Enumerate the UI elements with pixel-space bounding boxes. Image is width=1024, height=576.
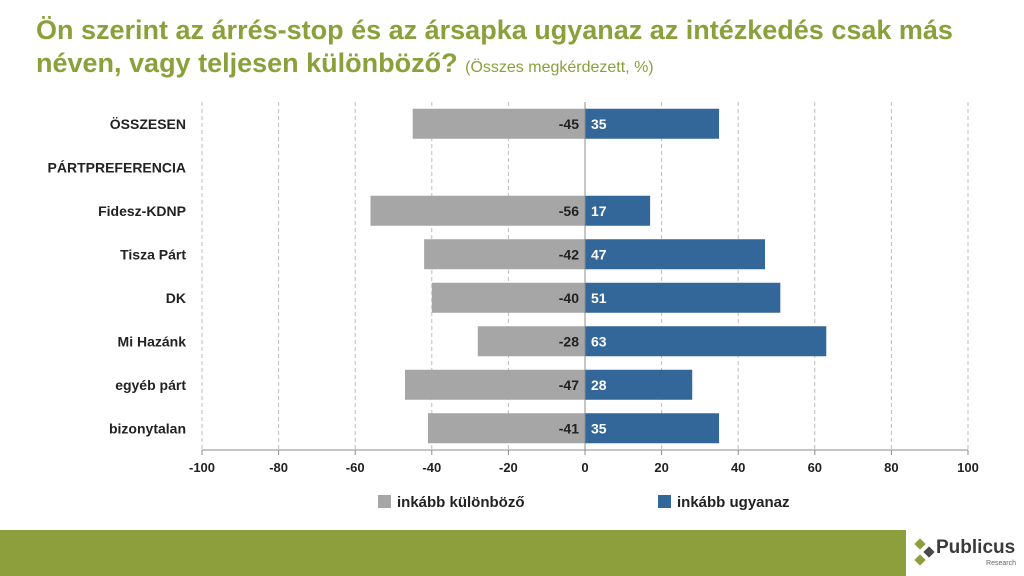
data-label-positive-0: 35 bbox=[591, 116, 607, 132]
category-label-0: ÖSSZESEN bbox=[110, 116, 186, 132]
bar-negative-4 bbox=[431, 282, 585, 313]
logo-mark-icon bbox=[914, 538, 935, 566]
logo-sub: Research bbox=[986, 560, 1016, 567]
data-label-negative-4: -40 bbox=[559, 290, 579, 306]
legend-item-positive: inkább ugyanaz bbox=[658, 494, 790, 511]
data-label-negative-6: -47 bbox=[559, 377, 579, 393]
chart-title: Ön szerint az árrés-stop és az ársapka u… bbox=[36, 14, 996, 84]
category-label-5: Mi Hazánk bbox=[118, 333, 187, 349]
bar-negative-5 bbox=[477, 326, 585, 357]
bar-positive-0 bbox=[585, 108, 720, 139]
legend-label-positive: inkább ugyanaz bbox=[677, 494, 790, 511]
x-tick-label-9: 80 bbox=[884, 460, 898, 475]
x-tick-label-8: 60 bbox=[808, 460, 822, 475]
x-tick-label-2: -60 bbox=[346, 460, 365, 475]
data-label-positive-6: 28 bbox=[591, 377, 607, 393]
bar-chart: ÖSSZESEN -45 35 PÁRTPREFERENCIA Fidesz-KDNP -… bbox=[48, 102, 979, 475]
bar-positive-3 bbox=[585, 239, 766, 270]
category-label-1: PÁRTPREFERENCIA bbox=[48, 159, 186, 175]
category-label-7: bizonytalan bbox=[109, 420, 186, 436]
data-label-negative-5: -28 bbox=[559, 333, 579, 349]
data-label-positive-7: 35 bbox=[591, 420, 607, 436]
legend-swatch-positive bbox=[658, 495, 671, 508]
x-tick-label-0: -100 bbox=[189, 460, 215, 475]
data-label-positive-2: 17 bbox=[591, 203, 607, 219]
bar-positive-7 bbox=[585, 413, 720, 444]
legend-label-negative: inkább különböző bbox=[397, 494, 525, 511]
bar-positive-5 bbox=[585, 326, 827, 357]
data-label-positive-5: 63 bbox=[591, 333, 607, 349]
x-tick-label-7: 40 bbox=[731, 460, 745, 475]
x-tick-label-1: -80 bbox=[269, 460, 288, 475]
logo-name: Publicus bbox=[936, 537, 1016, 558]
bar-negative-7 bbox=[427, 413, 585, 444]
bar-positive-6 bbox=[585, 369, 693, 400]
x-tick-label-10: 100 bbox=[957, 460, 979, 475]
category-label-3: Tisza Párt bbox=[120, 246, 186, 262]
category-label-4: DK bbox=[166, 290, 186, 306]
category-label-2: Fidesz-KDNP bbox=[98, 203, 186, 219]
publicus-logo: Publicus Research bbox=[906, 530, 1024, 576]
data-label-negative-0: -45 bbox=[559, 116, 579, 132]
bar-negative-0 bbox=[412, 108, 585, 139]
bar-negative-3 bbox=[424, 239, 585, 270]
bar-negative-6 bbox=[404, 369, 585, 400]
title-subtitle: (Összes megkérdezett, %) bbox=[465, 59, 654, 76]
legend-item-negative: inkább különböző bbox=[378, 494, 525, 511]
bar-positive-4 bbox=[585, 282, 781, 313]
category-label-6: egyéb párt bbox=[115, 377, 186, 393]
data-label-positive-3: 47 bbox=[591, 246, 607, 262]
title-main: Ön szerint az árrés-stop és az ársapka u… bbox=[36, 15, 953, 78]
data-label-negative-3: -42 bbox=[559, 246, 579, 262]
legend-swatch-negative bbox=[378, 495, 391, 508]
data-label-negative-2: -56 bbox=[559, 203, 579, 219]
x-tick-label-6: 20 bbox=[654, 460, 668, 475]
data-label-positive-4: 51 bbox=[591, 290, 607, 306]
bar-positive-2 bbox=[585, 195, 651, 226]
x-tick-label-5: 0 bbox=[581, 460, 588, 475]
x-tick-label-4: -20 bbox=[499, 460, 518, 475]
x-tick-label-3: -40 bbox=[422, 460, 441, 475]
bar-negative-2 bbox=[370, 195, 585, 226]
data-label-negative-7: -41 bbox=[559, 420, 579, 436]
footer-band bbox=[0, 530, 1024, 576]
